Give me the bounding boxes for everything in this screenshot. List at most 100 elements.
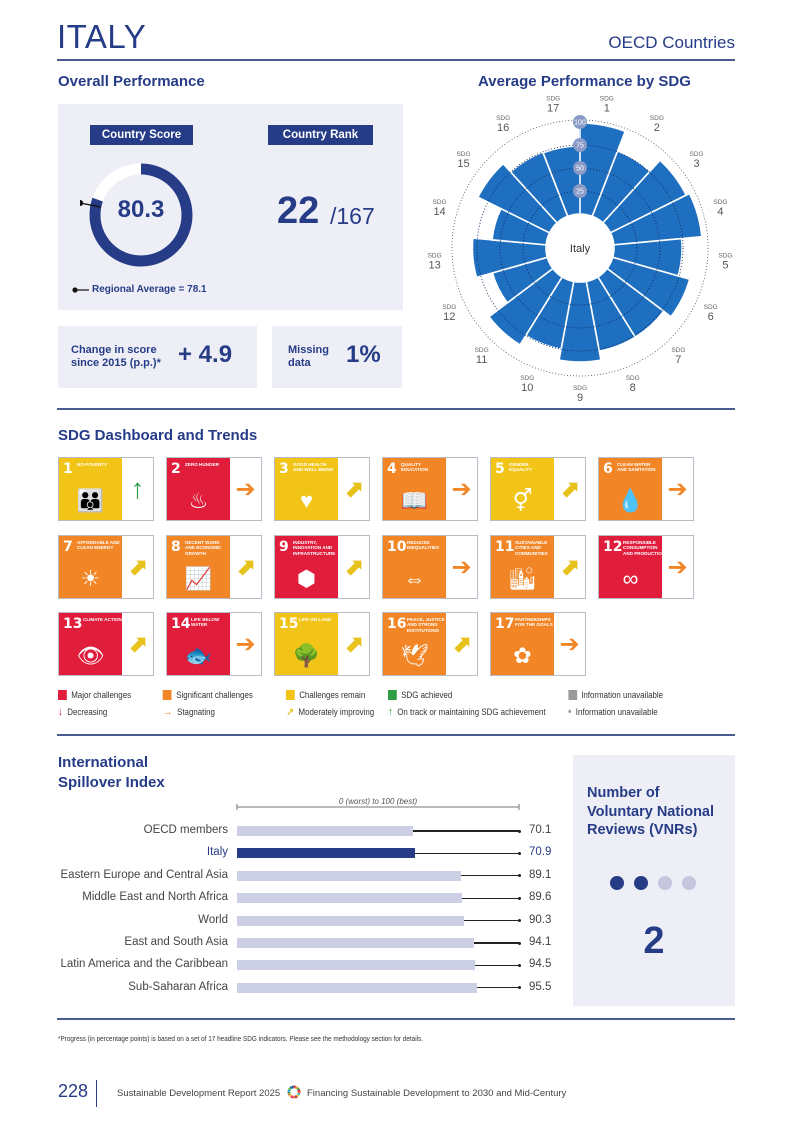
- trend-legend-label: Information unavailable: [575, 707, 658, 717]
- spillover-bar: [237, 826, 414, 836]
- sdg-goal-badge: 8 Decent work and economic growth 📈: [167, 536, 230, 598]
- status-legend-item: Significant challenges: [162, 690, 253, 700]
- radial-tick-label-50: 50: [576, 166, 584, 173]
- sdg-tile-13[interactable]: 13 Climate action 👁 ⬈: [58, 612, 154, 676]
- spillover-leader-line: [477, 987, 519, 989]
- vnr-dot-filled: [634, 876, 648, 890]
- sdg-wheel-segment: [294, 1095, 298, 1099]
- sdg-tile-8[interactable]: 8 Decent work and economic growth 📈 ⬈: [166, 535, 262, 599]
- sdg-wheel-segment: [296, 1094, 300, 1098]
- radial-outer-ring: [451, 119, 709, 377]
- spillover-leader-dot: [518, 919, 521, 923]
- radial-tick-badge-100: [573, 115, 587, 129]
- status-swatch: [567, 690, 577, 700]
- cubes-icon: ⬢: [296, 566, 317, 591]
- sdg-goal-badge: 1 No poverty 👪: [59, 458, 122, 520]
- sdg-wheel-segment: [289, 1094, 292, 1098]
- radial-category-number: 11: [476, 354, 487, 366]
- sdg-tile-2[interactable]: 2 Zero hunger ♨ ➔: [166, 457, 262, 521]
- sdg-tile-1[interactable]: 1 No poverty 👪 ↑: [58, 457, 154, 521]
- spillover-bar: [237, 893, 463, 904]
- sdg-tile-15[interactable]: 15 Life on land 🌳 ⬈: [274, 612, 370, 676]
- sdg-wheel-segment: [297, 1091, 301, 1094]
- trend-stagnating-icon: ➔: [667, 553, 688, 581]
- regional-average-marker-line: [80, 202, 101, 208]
- trend-moderately-improving-icon: ⬈: [343, 630, 364, 658]
- trend-moderately-improving-icon: ⬈: [127, 630, 148, 658]
- sdg-goal-number: 5: [495, 461, 505, 477]
- sdg-goal-name: Decent work and economic growth: [185, 540, 222, 556]
- sdg-tile-12[interactable]: 12 Responsible consumption and production…: [598, 535, 694, 599]
- sdg-wheel-segment: [289, 1086, 293, 1090]
- header-divider: [57, 59, 735, 61]
- spillover-category-label: Latin America and the Caribbean: [60, 958, 229, 971]
- trend-stagnating-icon: ➔: [667, 475, 688, 503]
- trend-moderately-improving-icon: ⬈: [343, 553, 364, 581]
- regional-average-label: Regional Average = 78.1: [92, 284, 207, 295]
- sdg-tile-16[interactable]: 16 Peace, justice and strong institutions…: [382, 612, 478, 676]
- trend-moderately-improving-icon: ⬈: [559, 553, 580, 581]
- sdg-tile-7[interactable]: 7 Affordable and clean energy ☀ ⬈: [58, 535, 154, 599]
- sdg-tile-10[interactable]: 10 Reduced inequalities ⇔ ➔: [382, 535, 478, 599]
- sdg-tile-4[interactable]: 4 Quality education 📖 ➔: [382, 457, 478, 521]
- sdg-wheel-segment: [287, 1093, 291, 1096]
- sdg-wheel-segment: [297, 1089, 301, 1092]
- sdg-goal-badge: 14 Life below water 🐟: [167, 613, 230, 675]
- sdg-wheel-segment: [288, 1087, 292, 1091]
- status-swatch: [162, 690, 172, 700]
- radial-category-prefix: SDG: [626, 375, 640, 382]
- radial-category-number: 10: [521, 382, 533, 394]
- sdg-goal-badge: 3 Good health and well-being ♥: [275, 458, 338, 520]
- sdg-tile-9[interactable]: 9 Industry, innovation and infrastructure…: [274, 535, 370, 599]
- flower-rings-icon: ✿: [513, 643, 532, 668]
- sdg-goal-number: 17: [495, 616, 515, 632]
- sdg-tile-6[interactable]: 6 Clean water and sanitation 💧 ➔: [598, 457, 694, 521]
- radial-category-number: 16: [497, 122, 509, 134]
- sdg-tile-5[interactable]: 5 Gender equality ⚥ ⬈: [490, 457, 586, 521]
- sdg-goal-badge: 13 Climate action 👁: [59, 613, 122, 675]
- trend-legend-label: Stagnating: [177, 707, 215, 717]
- sdg-trend-cell: ⬈: [230, 536, 261, 598]
- footer-subtitle: Financing Sustainable Development to 203…: [307, 1088, 567, 1099]
- growth-chart-icon: 📈: [184, 566, 213, 591]
- radial-category-prefix: SDG: [546, 95, 560, 102]
- status-legend-label: Major challenges: [71, 690, 132, 700]
- sdg-goal-name: Reduced inequalities: [407, 540, 440, 551]
- dashboard-heading: SDG Dashboard and Trends: [58, 427, 258, 444]
- bowl-icon: ♨: [188, 488, 209, 513]
- sdg-tile-11[interactable]: 11 Sustainable cities and communities 🏙 ⬈: [490, 535, 586, 599]
- sdg-trend-cell: ⬈: [122, 613, 153, 675]
- radial-category-number: 14: [433, 206, 445, 218]
- radial-category-number: 3: [693, 158, 699, 170]
- sdg-wheel-segment: [290, 1095, 294, 1099]
- sdg-goal-badge: 16 Peace, justice and strong institutions…: [383, 613, 446, 675]
- radial-category-prefix: SDG: [600, 95, 614, 102]
- radial-category-number: 1: [604, 102, 610, 114]
- sdg-goal-name: Gender equality: [509, 462, 533, 473]
- sdg-goal-name: Life below water: [191, 617, 220, 628]
- radial-category-prefix: SDG: [475, 347, 489, 354]
- score-donut-arc: [89, 163, 193, 267]
- sdg-goal-number: 8: [171, 539, 181, 555]
- trend-legend-icon: ↑: [388, 706, 393, 718]
- radial-category-prefix: SDG: [689, 151, 703, 158]
- footer-separator: [96, 1080, 98, 1107]
- status-swatch: [388, 690, 397, 700]
- spillover-bar: [237, 870, 462, 881]
- sdg-tile-3[interactable]: 3 Good health and well-being ♥ ⬈: [274, 457, 370, 521]
- sdg-wheel-segment: [291, 1085, 294, 1089]
- sdg-goal-name: Zero hunger: [185, 462, 219, 467]
- sdg-trend-cell: ⬈: [554, 536, 585, 598]
- fish-icon: 🐟: [184, 643, 213, 668]
- sdg-tile-17[interactable]: 17 Partnerships for the goals ✿ ➔: [490, 612, 586, 676]
- radial-category-number: 17: [547, 102, 559, 114]
- sdg-wheel-segment: [297, 1093, 301, 1096]
- sdg-trend-cell: ⬈: [122, 536, 153, 598]
- vnr-dot-empty: [682, 876, 696, 890]
- gender-icon: ⚥: [512, 488, 533, 513]
- sdg-tile-14[interactable]: 14 Life below water 🐟 ➔: [166, 612, 262, 676]
